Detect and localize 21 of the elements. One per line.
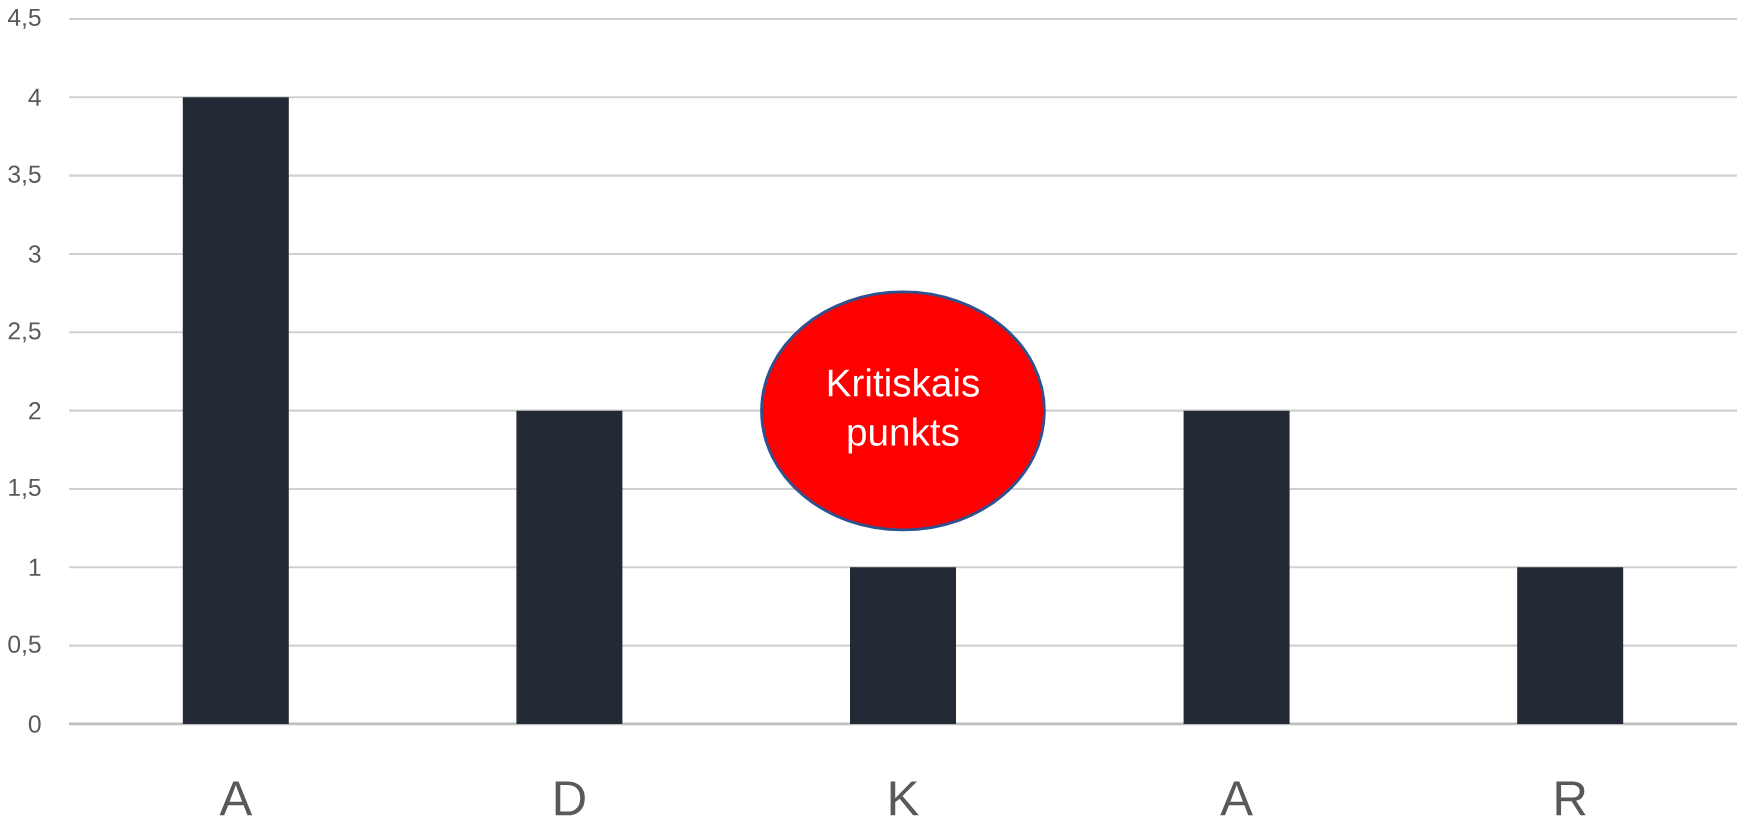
y-tick-label: 3,5 [8,165,41,186]
y-tick-label: 3 [28,245,41,263]
x-tick-label: R [1556,781,1586,816]
bar [1517,567,1624,724]
y-tick-label: 4,5 [7,8,41,30]
y-tick-label: 1 [29,558,41,576]
y-tick-label: 2 [29,402,41,420]
bar [516,410,623,724]
y-tick-label: 1,5 [9,478,41,500]
y-tick-label: 0 [28,715,41,733]
x-tick-label: K [890,781,919,816]
y-tick-label: 2,5 [8,322,41,343]
annotation: Kritiskais punkts [828,368,979,454]
x-tick-label: D [555,781,585,816]
bar [182,97,289,724]
bar [1183,410,1290,724]
bar [850,567,956,724]
x-tick-label: A [1220,781,1253,816]
y-tick-label: 4 [28,88,41,106]
x-tick-label: A [219,781,253,816]
y-tick-label: 0,5 [8,635,41,656]
